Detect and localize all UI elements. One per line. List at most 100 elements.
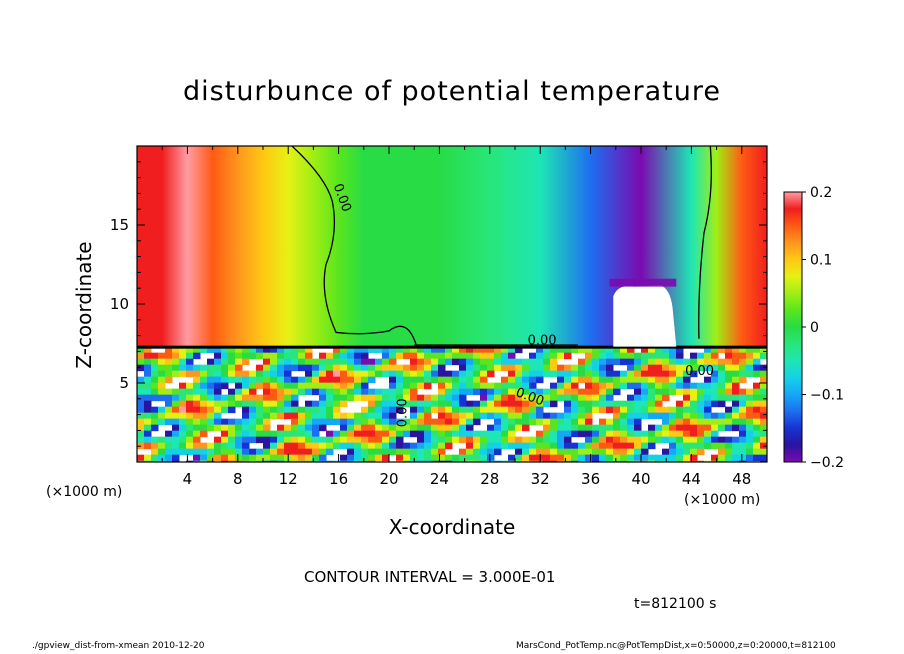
field-cell [158,376,166,384]
field-cell [578,370,586,378]
field-cell [662,448,670,456]
field-cell [389,352,397,360]
field-cell [564,406,572,414]
field-cell [564,376,572,384]
field-cell [277,394,285,402]
field-cell [550,388,558,396]
field-cell [165,394,173,402]
field-cell [403,346,411,354]
field-cell [312,448,320,456]
field-cell [536,418,544,426]
field-cell [319,436,327,444]
field-cell [305,412,313,420]
field-cell [333,394,341,402]
field-cell [662,436,670,444]
field-cell [431,424,439,432]
field-cell [669,460,677,462]
field-cell [333,442,341,450]
field-cell [396,352,404,360]
field-cell [725,436,733,444]
field-cell [578,400,586,408]
field-cell [697,412,705,420]
field-cell [739,442,747,450]
field-cell [655,424,663,432]
field-cell [683,376,691,384]
field-cell [669,454,677,462]
field-cell [466,352,474,360]
field-cell [298,358,306,366]
field-cell [403,352,411,360]
field-cell [697,358,705,366]
field-cell [641,406,649,414]
field-cell [172,442,180,450]
field-cell [214,436,222,444]
field-cell [256,352,264,360]
field-cell [305,430,313,438]
field-cell [319,370,327,378]
field-cell [529,394,537,402]
field-cell [641,436,649,444]
field-cell [207,388,215,396]
field-cell [508,394,516,402]
field-cell [606,370,614,378]
field-cell [634,412,642,420]
field-cell [725,394,733,402]
field-cell [480,412,488,420]
field-cell [571,454,579,462]
field-cell [235,388,243,396]
field-cell [172,430,180,438]
field-cell [277,430,285,438]
field-cell [221,442,229,450]
field-cell [571,364,579,372]
field-cell [452,460,460,462]
field-cell [333,406,341,414]
field-cell [606,400,614,408]
field-cell [263,424,271,432]
field-cell [137,358,145,366]
field-cell [739,352,747,360]
field-cell [410,376,418,384]
field-cell [480,448,488,456]
field-cell [613,424,621,432]
field-cell [536,430,544,438]
field-cell [424,364,432,372]
field-cell [543,442,551,450]
field-cell [620,460,628,462]
field-cell [172,448,180,456]
field-cell [396,436,404,444]
field-cell [193,352,201,360]
field-cell [263,412,271,420]
field-cell [186,430,194,438]
field-cell [760,430,767,438]
field-cell [550,418,558,426]
field-cell [620,370,628,378]
field-cell [578,376,586,384]
field-cell [655,430,663,438]
field-cell [361,364,369,372]
field-cell [599,436,607,444]
field-cell [333,346,341,354]
field-cell [452,430,460,438]
field-cell [739,448,747,456]
field-cell [543,430,551,438]
field-cell [452,394,460,402]
field-cell [389,370,397,378]
field-cell [592,454,600,462]
field-cell [599,448,607,456]
field-cell [445,346,453,354]
y-tick-label: 10 [110,295,129,313]
field-cell [340,382,348,390]
field-cell [270,412,278,420]
field-cell [326,376,334,384]
field-cell [144,418,152,426]
field-cell [452,412,460,420]
field-cell [760,454,767,462]
field-cell [662,364,670,372]
field-cell [179,418,187,426]
field-cell [627,418,635,426]
field-cell [354,412,362,420]
field-cell [606,406,614,414]
field-cell [648,400,656,408]
field-cell [158,406,166,414]
field-cell [676,364,684,372]
